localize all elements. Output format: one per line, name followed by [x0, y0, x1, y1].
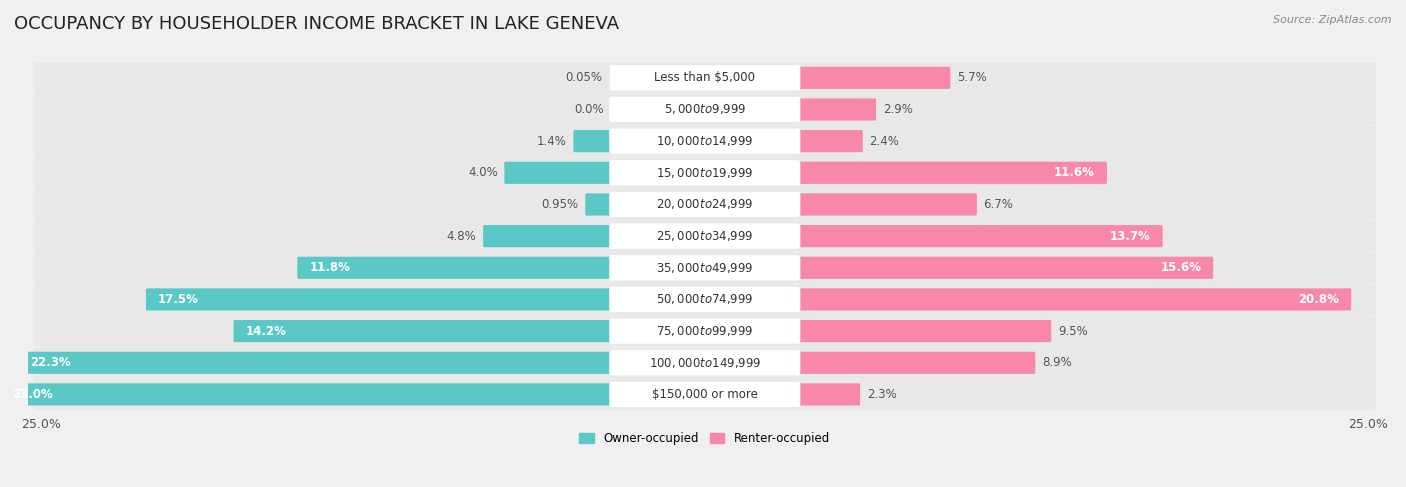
Text: 5.7%: 5.7%: [957, 71, 987, 84]
FancyBboxPatch shape: [609, 382, 800, 407]
Text: 9.5%: 9.5%: [1057, 325, 1088, 337]
Text: 4.8%: 4.8%: [447, 230, 477, 243]
FancyBboxPatch shape: [609, 318, 800, 344]
FancyBboxPatch shape: [34, 189, 1376, 220]
Text: 2.9%: 2.9%: [883, 103, 912, 116]
FancyBboxPatch shape: [609, 129, 800, 154]
FancyBboxPatch shape: [585, 193, 613, 216]
Text: 0.0%: 0.0%: [574, 103, 605, 116]
FancyBboxPatch shape: [34, 126, 1376, 157]
Text: $100,000 to $149,999: $100,000 to $149,999: [648, 356, 761, 370]
FancyBboxPatch shape: [233, 320, 613, 342]
Text: $5,000 to $9,999: $5,000 to $9,999: [664, 102, 747, 116]
Text: $75,000 to $99,999: $75,000 to $99,999: [657, 324, 754, 338]
FancyBboxPatch shape: [505, 162, 613, 184]
FancyBboxPatch shape: [796, 288, 1351, 311]
Text: 0.95%: 0.95%: [541, 198, 579, 211]
FancyBboxPatch shape: [796, 383, 860, 406]
FancyBboxPatch shape: [18, 352, 613, 374]
FancyBboxPatch shape: [0, 383, 613, 406]
Text: 8.9%: 8.9%: [1042, 356, 1071, 369]
FancyBboxPatch shape: [609, 255, 800, 281]
Text: 2.3%: 2.3%: [866, 388, 897, 401]
Text: 15.6%: 15.6%: [1160, 262, 1201, 274]
FancyBboxPatch shape: [796, 130, 863, 152]
FancyBboxPatch shape: [609, 97, 800, 122]
FancyBboxPatch shape: [609, 65, 800, 91]
Text: $150,000 or more: $150,000 or more: [652, 388, 758, 401]
Text: 2.4%: 2.4%: [869, 134, 900, 148]
FancyBboxPatch shape: [609, 160, 800, 186]
Text: 20.8%: 20.8%: [1298, 293, 1340, 306]
FancyBboxPatch shape: [796, 193, 977, 216]
FancyBboxPatch shape: [34, 94, 1376, 125]
Text: 13.7%: 13.7%: [1109, 230, 1150, 243]
FancyBboxPatch shape: [796, 162, 1107, 184]
Text: $50,000 to $74,999: $50,000 to $74,999: [657, 293, 754, 306]
Text: 11.8%: 11.8%: [309, 262, 350, 274]
Text: OCCUPANCY BY HOUSEHOLDER INCOME BRACKET IN LAKE GENEVA: OCCUPANCY BY HOUSEHOLDER INCOME BRACKET …: [14, 15, 619, 33]
Text: 14.2%: 14.2%: [246, 325, 287, 337]
Text: $15,000 to $19,999: $15,000 to $19,999: [657, 166, 754, 180]
Text: 0.05%: 0.05%: [565, 71, 603, 84]
Text: 23.0%: 23.0%: [11, 388, 52, 401]
FancyBboxPatch shape: [34, 221, 1376, 252]
FancyBboxPatch shape: [34, 284, 1376, 315]
Text: 4.0%: 4.0%: [468, 166, 498, 179]
FancyBboxPatch shape: [297, 257, 613, 279]
Legend: Owner-occupied, Renter-occupied: Owner-occupied, Renter-occupied: [575, 428, 835, 450]
FancyBboxPatch shape: [796, 225, 1163, 247]
Text: $20,000 to $24,999: $20,000 to $24,999: [657, 197, 754, 211]
FancyBboxPatch shape: [34, 379, 1376, 410]
Text: 6.7%: 6.7%: [984, 198, 1014, 211]
FancyBboxPatch shape: [609, 67, 613, 89]
FancyBboxPatch shape: [796, 257, 1213, 279]
FancyBboxPatch shape: [34, 157, 1376, 188]
FancyBboxPatch shape: [484, 225, 613, 247]
FancyBboxPatch shape: [574, 130, 613, 152]
Text: Less than $5,000: Less than $5,000: [654, 71, 755, 84]
Text: $25,000 to $34,999: $25,000 to $34,999: [657, 229, 754, 243]
FancyBboxPatch shape: [609, 224, 800, 249]
FancyBboxPatch shape: [34, 252, 1376, 283]
FancyBboxPatch shape: [796, 320, 1052, 342]
Text: Source: ZipAtlas.com: Source: ZipAtlas.com: [1274, 15, 1392, 25]
FancyBboxPatch shape: [34, 62, 1376, 94]
Text: 17.5%: 17.5%: [157, 293, 198, 306]
FancyBboxPatch shape: [609, 192, 800, 217]
FancyBboxPatch shape: [796, 98, 876, 121]
Text: 22.3%: 22.3%: [31, 356, 72, 369]
Text: $35,000 to $49,999: $35,000 to $49,999: [657, 261, 754, 275]
FancyBboxPatch shape: [146, 288, 613, 311]
Text: 1.4%: 1.4%: [537, 134, 567, 148]
FancyBboxPatch shape: [609, 287, 800, 312]
FancyBboxPatch shape: [34, 316, 1376, 347]
Text: 11.6%: 11.6%: [1054, 166, 1095, 179]
FancyBboxPatch shape: [34, 347, 1376, 378]
FancyBboxPatch shape: [609, 350, 800, 375]
FancyBboxPatch shape: [796, 67, 950, 89]
FancyBboxPatch shape: [796, 352, 1035, 374]
Text: $10,000 to $14,999: $10,000 to $14,999: [657, 134, 754, 148]
